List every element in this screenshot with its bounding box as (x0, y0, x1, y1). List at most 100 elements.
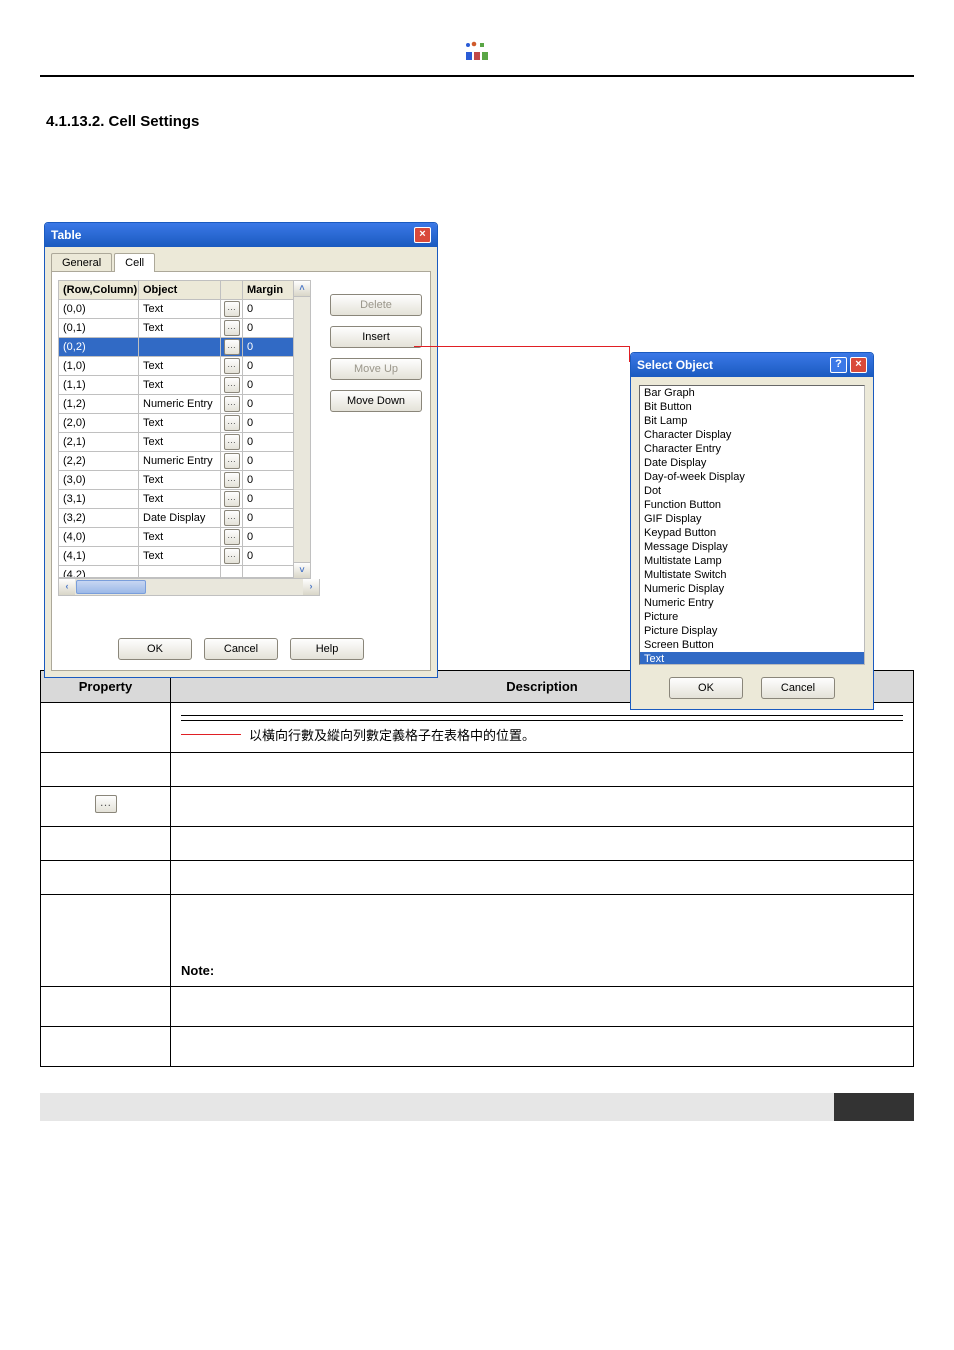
table-dialog-titlebar[interactable]: Table × (45, 223, 437, 247)
list-item[interactable]: Dot (640, 484, 864, 498)
ellipsis-icon[interactable] (224, 320, 240, 336)
grid-row[interactable]: (1,2)Numeric Entry0 (59, 395, 293, 414)
grid-row[interactable]: (1,0)Text0 (59, 357, 293, 376)
cell-ellipsis[interactable] (221, 566, 243, 578)
cell-ellipsis[interactable] (221, 338, 243, 357)
grid-row[interactable]: (3,2)Date Display0 (59, 509, 293, 528)
cell-ellipsis[interactable] (221, 471, 243, 490)
close-icon[interactable]: × (414, 227, 431, 243)
list-item[interactable]: Multistate Lamp (640, 554, 864, 568)
list-item[interactable]: Screen Button (640, 638, 864, 652)
cell-ellipsis[interactable] (221, 528, 243, 547)
list-item[interactable]: Character Display (640, 428, 864, 442)
move-down-button[interactable]: Move Down (330, 390, 422, 412)
list-item[interactable]: Bit Button (640, 400, 864, 414)
ellipsis-icon[interactable] (224, 529, 240, 545)
grid-row[interactable]: (4,2) (59, 566, 293, 578)
cell-rowcolumn: (2,1) (59, 433, 139, 452)
ellipsis-button-icon (95, 795, 117, 813)
cell-ellipsis[interactable] (221, 319, 243, 338)
select-object-titlebar[interactable]: Select Object ? × (631, 353, 873, 377)
list-item[interactable]: Function Button (640, 498, 864, 512)
delete-button[interactable]: Delete (330, 294, 422, 316)
grid-row[interactable]: (2,0)Text0 (59, 414, 293, 433)
ellipsis-icon[interactable] (224, 548, 240, 564)
help-icon[interactable]: ? (830, 357, 847, 373)
scroll-right-icon[interactable]: › (303, 579, 319, 595)
ellipsis-icon[interactable] (224, 491, 240, 507)
list-item[interactable]: Picture Display (640, 624, 864, 638)
header-rule (40, 75, 914, 77)
list-item[interactable]: Bar Graph (640, 386, 864, 400)
object-listbox[interactable]: Bar GraphBit ButtonBit LampCharacter Dis… (639, 385, 865, 665)
cell-object: Text (139, 319, 221, 338)
grid-row[interactable]: (0,1)Text0 (59, 319, 293, 338)
cell-ellipsis[interactable] (221, 376, 243, 395)
cell-ellipsis[interactable] (221, 300, 243, 319)
scroll-left-icon[interactable]: ‹ (59, 579, 75, 595)
cell-ellipsis[interactable] (221, 547, 243, 566)
cell-ellipsis[interactable] (221, 452, 243, 471)
ellipsis-icon[interactable] (224, 377, 240, 393)
scroll-thumb[interactable] (294, 297, 310, 562)
ellipsis-icon[interactable] (224, 472, 240, 488)
list-item[interactable]: Multistate Switch (640, 568, 864, 582)
scroll-down-icon[interactable]: ˅ (294, 562, 310, 578)
grid-row[interactable]: (4,1)Text0 (59, 547, 293, 566)
help-button[interactable]: Help (290, 638, 364, 660)
insert-button[interactable]: Insert (330, 326, 422, 348)
page-footer (40, 1093, 914, 1121)
cell-ellipsis[interactable] (221, 433, 243, 452)
list-item[interactable]: Message Display (640, 540, 864, 554)
grid-row[interactable]: (2,1)Text0 (59, 433, 293, 452)
table-dialog-window: Table × General Cell (Row,Column) Object… (44, 222, 438, 678)
grid-row[interactable]: (0,0)Text0 (59, 300, 293, 319)
grid-row[interactable]: (4,0)Text0 (59, 528, 293, 547)
cell-rowcolumn: (1,2) (59, 395, 139, 414)
list-item[interactable]: Numeric Display (640, 582, 864, 596)
cancel-button[interactable]: Cancel (204, 638, 278, 660)
ellipsis-icon[interactable] (224, 358, 240, 374)
select-cancel-button[interactable]: Cancel (761, 677, 835, 699)
select-ok-button[interactable]: OK (669, 677, 743, 699)
list-item[interactable]: Numeric Entry (640, 596, 864, 610)
cell-margin: 0 (243, 471, 293, 490)
ellipsis-icon[interactable] (224, 510, 240, 526)
scroll-up-icon[interactable]: ˄ (294, 281, 310, 297)
list-item[interactable]: Day-of-week Display (640, 470, 864, 484)
ellipsis-icon[interactable] (224, 396, 240, 412)
list-item[interactable]: GIF Display (640, 512, 864, 526)
grid-row[interactable]: (3,0)Text0 (59, 471, 293, 490)
ok-button[interactable]: OK (118, 638, 192, 660)
grid-vertical-scrollbar[interactable]: ˄ ˅ (294, 280, 311, 579)
cell-ellipsis[interactable] (221, 490, 243, 509)
hscroll-thumb[interactable] (76, 580, 146, 594)
cell-ellipsis[interactable] (221, 357, 243, 376)
list-item[interactable]: Keypad Button (640, 526, 864, 540)
ellipsis-icon[interactable] (224, 453, 240, 469)
grid-row[interactable]: (2,2)Numeric Entry0 (59, 452, 293, 471)
list-item[interactable]: Picture (640, 610, 864, 624)
ellipsis-icon[interactable] (224, 434, 240, 450)
close-icon[interactable]: × (850, 357, 867, 373)
tab-cell[interactable]: Cell (114, 253, 155, 272)
list-item[interactable]: Text (640, 652, 864, 665)
grid-row[interactable]: (0,2)0 (59, 338, 293, 357)
grid-row[interactable]: (1,1)Text0 (59, 376, 293, 395)
ellipsis-icon[interactable] (224, 301, 240, 317)
move-up-button[interactable]: Move Up (330, 358, 422, 380)
list-item[interactable]: Character Entry (640, 442, 864, 456)
property-description-table: Property Description 以橫向行數及縱向列數定義格子在表格中的… (40, 670, 914, 1067)
col-rowcolumn: (Row,Column) (59, 281, 139, 300)
cell-ellipsis[interactable] (221, 509, 243, 528)
tab-general[interactable]: General (51, 253, 112, 272)
cell-rowcolumn: (0,0) (59, 300, 139, 319)
list-item[interactable]: Date Display (640, 456, 864, 470)
grid-horizontal-scrollbar[interactable]: ‹ › (58, 579, 320, 596)
cell-ellipsis[interactable] (221, 395, 243, 414)
cell-ellipsis[interactable] (221, 414, 243, 433)
grid-row[interactable]: (3,1)Text0 (59, 490, 293, 509)
ellipsis-icon[interactable] (224, 415, 240, 431)
list-item[interactable]: Bit Lamp (640, 414, 864, 428)
ellipsis-icon[interactable] (224, 339, 240, 355)
